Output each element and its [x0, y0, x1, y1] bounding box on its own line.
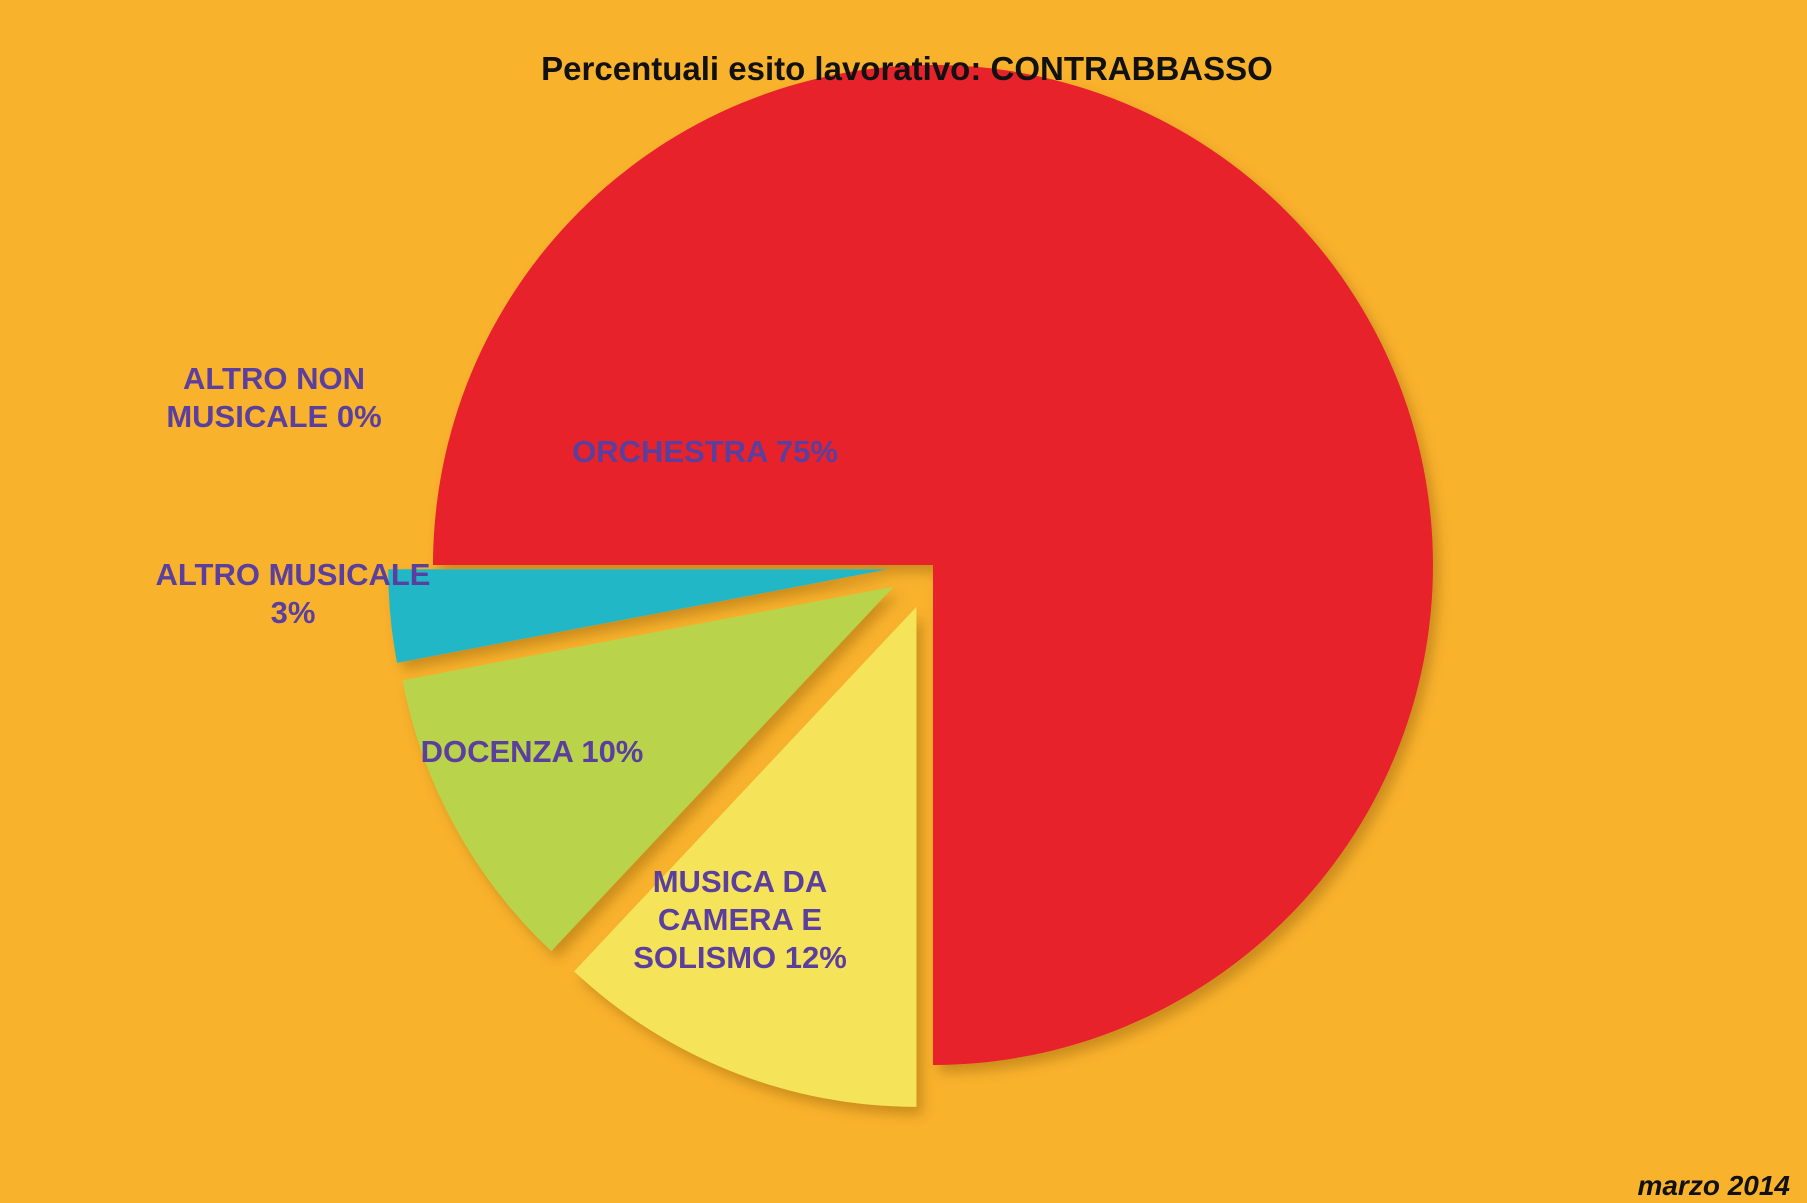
pie-slice [402, 586, 894, 952]
pie-slice [574, 606, 917, 1107]
label-line: MUSICALE 0% [166, 399, 381, 434]
label-line: DOCENZA 10% [421, 734, 644, 769]
slice-label: ALTRO NON MUSICALE 0% [166, 361, 381, 434]
chart-title: Percentuali esito lavorativo: CONTRABBAS… [541, 50, 1273, 87]
label-line: SOLISMO 12% [633, 940, 847, 975]
slice-label: DOCENZA 10% [421, 734, 644, 769]
label-line: ALTRO MUSICALE [156, 557, 431, 592]
pie-slice [388, 569, 889, 663]
pie-slice [433, 65, 1433, 1065]
slice-label: MUSICA DA CAMERA E SOLISMO 12% [633, 864, 847, 975]
label-line: 3% [271, 595, 316, 630]
label-line: CAMERA E [658, 902, 822, 937]
labels: ORCHESTRA 75% MUSICA DA CAMERA E SOLISMO 12… [156, 361, 847, 975]
label-line: ALTRO NON [183, 361, 365, 396]
label-line: MUSICA DA [653, 864, 828, 899]
pie [388, 65, 1433, 1107]
footnote: marzo 2014 [1637, 1170, 1790, 1201]
slice-label: ORCHESTRA 75% [572, 434, 838, 469]
slice-label: ALTRO MUSICALE 3% [156, 557, 431, 630]
label-line: ORCHESTRA 75% [572, 434, 838, 469]
